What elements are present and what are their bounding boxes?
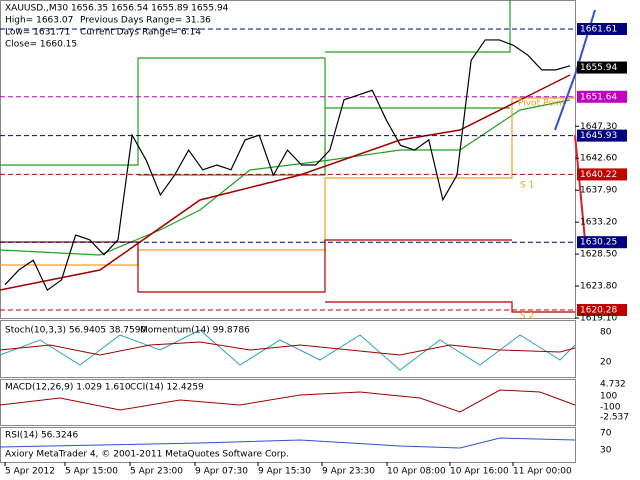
time-label: 10 Apr 08:00: [387, 467, 446, 477]
cci-label: CCI(14) 12.4259: [130, 383, 204, 393]
time-label: 5 Apr 23:00: [130, 467, 183, 477]
price-label: 1651.64: [580, 92, 617, 102]
price-label: 1661.61: [580, 25, 617, 35]
price-tag: [577, 236, 627, 249]
price-label: 1630.25: [580, 238, 617, 248]
time-label: 9 Apr 23:30: [322, 467, 375, 477]
price-tag: [577, 90, 627, 103]
moving-average: [0, 74, 571, 291]
time-label: 9 Apr 15:30: [258, 467, 311, 477]
price-label: 1628.50: [580, 250, 617, 260]
time-label: 10 Apr 16:00: [450, 467, 509, 477]
header-high: High= 1663.07: [5, 16, 73, 26]
price-label: 1637.90: [580, 186, 617, 196]
pane-tick-label: -2.537: [600, 413, 629, 423]
time-label: 9 Apr 07:30: [195, 467, 248, 477]
s1-label: S 1: [520, 181, 534, 191]
pane-tick-label: 80: [600, 328, 612, 338]
price-label: 1645.93: [580, 131, 617, 141]
pane-tick-label: 4.732: [600, 380, 626, 390]
header-low: Low= 1631.71: [5, 28, 70, 38]
pane-tick-label: 30: [600, 446, 612, 456]
header-close: Close= 1660.15: [5, 40, 77, 50]
price-label: 1620.28: [580, 305, 617, 315]
price-tag: [577, 23, 627, 35]
s2-label: S 2: [520, 312, 534, 322]
macd-label: MACD(12,26,9) 1.029 1.610: [5, 383, 131, 393]
time-label: 5 Apr 15:00: [65, 467, 118, 477]
price-label: 1647.30: [580, 122, 617, 132]
stoch-label: Stoch(10,3,3) 56.9405 38.7590: [5, 326, 146, 336]
price-label: 1633.20: [580, 218, 617, 228]
pane-tick-label: 100: [600, 392, 617, 402]
price-label: 1655.94: [580, 63, 617, 73]
price-tag: [577, 129, 627, 142]
footer: Axiory MetaTrader 4, © 2001-2011 MetaQuo…: [5, 450, 289, 460]
pane-tick-label: -100: [600, 403, 621, 413]
pane-tick-label: 70: [600, 429, 612, 439]
time-label: 11 Apr 00:00: [513, 467, 572, 477]
indicator-lines: [0, 329, 576, 449]
price-tag: [577, 303, 627, 316]
price-label: 1642.60: [580, 154, 617, 164]
rsi-label: RSI(14) 56.3246: [5, 431, 78, 441]
price-label: 1619.10: [580, 314, 617, 324]
price-label: 1640.22: [580, 170, 617, 180]
momentum-label: Momentum(14) 99.8786: [140, 326, 250, 336]
header-curr-range: Current Days Range= 6.14: [80, 28, 201, 38]
pane-tick-label: 20: [600, 358, 612, 368]
time-label: 5 Apr 2012: [5, 467, 55, 477]
pivot-label: Pivot Point: [518, 99, 566, 109]
price-line: [4, 39, 571, 292]
header-prev-range: Previous Days Range= 31.36: [80, 16, 211, 26]
price-label: 1623.80: [580, 282, 617, 292]
header-symbol: XAUUSD.,M30 1656.35 1656.54 1655.89 1655…: [5, 4, 229, 14]
price-tag: [577, 168, 627, 181]
frames: [0, 0, 576, 463]
price-tag: [577, 61, 627, 74]
